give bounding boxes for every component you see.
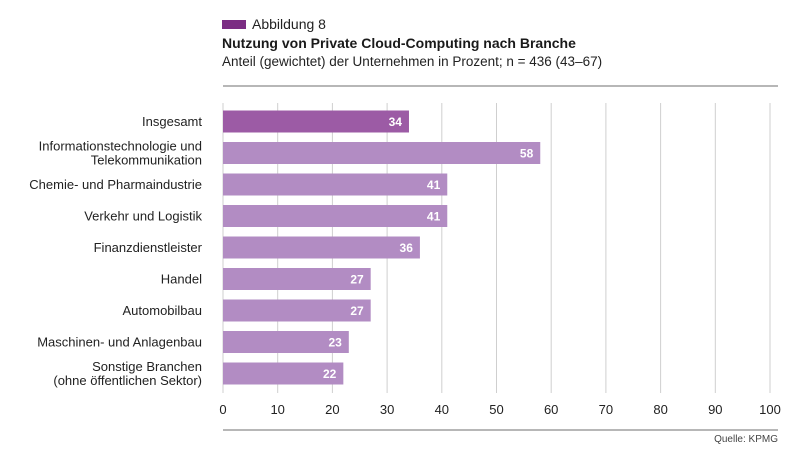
bar-value-label: 58 bbox=[520, 147, 534, 161]
category-label: Finanzdienstleister bbox=[94, 240, 203, 255]
chart-title: Nutzung von Private Cloud-Computing nach… bbox=[222, 35, 576, 51]
bar bbox=[223, 268, 371, 290]
chart-subtitle: Anteil (gewichtet) der Unternehmen in Pr… bbox=[222, 54, 603, 69]
category-label: Handel bbox=[161, 272, 202, 287]
source-note: Quelle: KPMG bbox=[714, 434, 778, 445]
x-tick-label: 20 bbox=[325, 402, 339, 417]
bar-value-label: 41 bbox=[427, 178, 441, 192]
bar-value-label: 36 bbox=[400, 241, 414, 255]
bar-value-label: 27 bbox=[350, 304, 364, 318]
figure-swatch bbox=[222, 19, 246, 29]
bar-value-label: 27 bbox=[350, 273, 364, 287]
category-label: Insgesamt bbox=[142, 114, 202, 129]
bar bbox=[223, 331, 349, 353]
x-tick-label: 50 bbox=[489, 402, 503, 417]
category-label: Chemie- und Pharmaindustrie bbox=[29, 177, 202, 192]
category-label: Verkehr und Logistik bbox=[84, 209, 202, 224]
bar bbox=[223, 205, 448, 227]
chart-header: Abbildung 8 Nutzung von Private Cloud-Co… bbox=[222, 14, 602, 73]
bar-value-label: 34 bbox=[389, 115, 403, 129]
bar bbox=[223, 142, 541, 164]
x-tick-label: 40 bbox=[435, 402, 449, 417]
bar bbox=[223, 173, 448, 196]
x-tick-label: 10 bbox=[270, 402, 284, 417]
bar bbox=[223, 236, 420, 259]
x-tick-label: 0 bbox=[219, 402, 226, 417]
category-label: Automobilbau bbox=[123, 303, 203, 318]
x-tick-label: 80 bbox=[653, 402, 667, 417]
x-tick-label: 60 bbox=[544, 402, 558, 417]
x-tick-label: 90 bbox=[708, 402, 722, 417]
category-label: Maschinen- und Anlagenbau bbox=[37, 335, 202, 350]
bar-value-label: 23 bbox=[328, 336, 342, 350]
figure-label: Abbildung 8 bbox=[252, 16, 326, 32]
bar-value-label: 22 bbox=[323, 367, 337, 381]
bar bbox=[223, 110, 409, 133]
figure-label-row: Abbildung 8 bbox=[222, 14, 602, 34]
bar-value-label: 41 bbox=[427, 210, 441, 224]
x-tick-label: 70 bbox=[599, 402, 613, 417]
bar bbox=[223, 362, 344, 385]
category-label: Informationstechnologie und Telekommunika… bbox=[39, 139, 202, 168]
x-tick-label: 100 bbox=[759, 402, 781, 417]
bar bbox=[223, 299, 371, 322]
category-label: Sonstige Branchen (ohne öffentlichen Sekt… bbox=[53, 359, 202, 388]
x-tick-label: 30 bbox=[380, 402, 394, 417]
